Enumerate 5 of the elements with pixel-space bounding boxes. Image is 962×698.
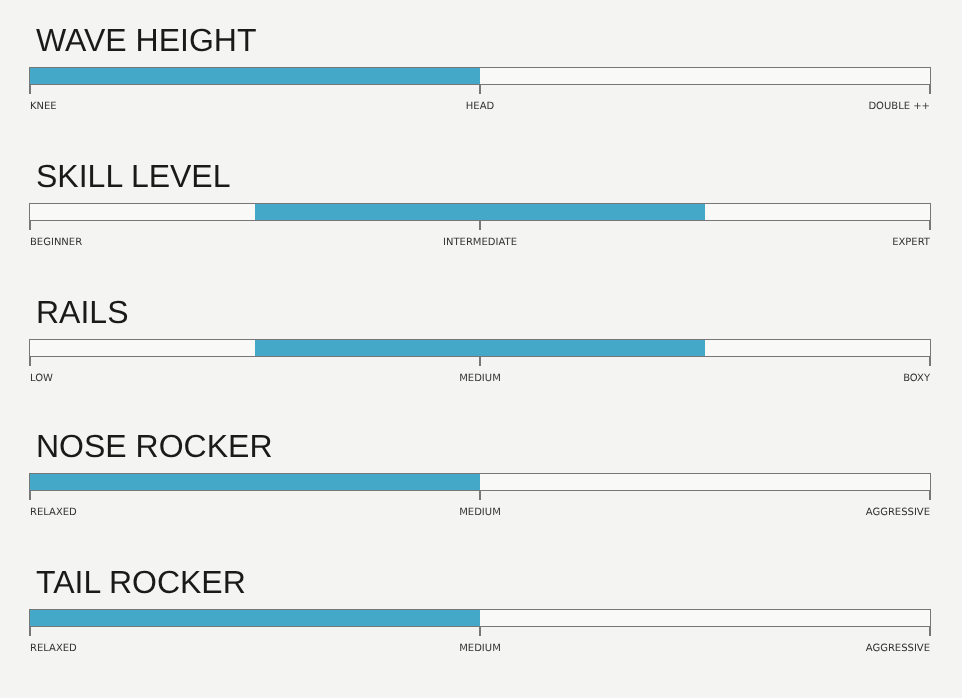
chart-title: SKILL LEVEL [36,160,231,195]
chart-title: TAIL ROCKER [36,567,246,602]
chart-title: NOSE ROCKER [36,431,273,466]
chart-title: WAVE HEIGHT [36,25,257,59]
chart-title: RAILS [36,296,129,331]
